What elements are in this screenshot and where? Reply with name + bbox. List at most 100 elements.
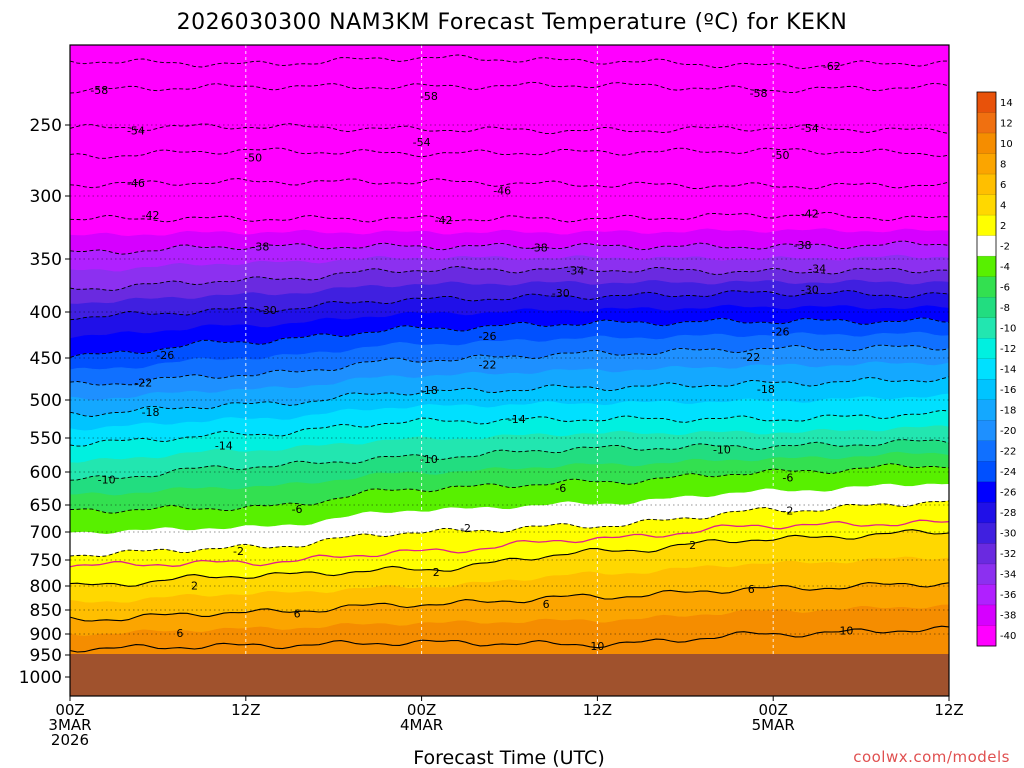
contour-label: 2 bbox=[689, 539, 696, 552]
contour-label: -50 bbox=[244, 152, 262, 165]
colorbar-label: 4 bbox=[1000, 200, 1006, 211]
y-tick-label: 550 bbox=[30, 429, 62, 449]
contour-label: -14 bbox=[215, 439, 233, 452]
colorbar-label: -20 bbox=[1000, 426, 1016, 437]
contour-label: -22 bbox=[742, 351, 760, 364]
isotherm-line bbox=[70, 519, 949, 568]
colorbar-label: -26 bbox=[1000, 488, 1016, 499]
contour-label: -62 bbox=[823, 60, 841, 73]
colorbar-cell bbox=[977, 522, 996, 544]
colorbar-cell bbox=[977, 563, 996, 585]
contour-label: -14 bbox=[508, 413, 526, 426]
y-tick-label: 350 bbox=[30, 250, 62, 270]
isotherm-line bbox=[70, 81, 949, 94]
colorbar-cell bbox=[977, 440, 996, 462]
x-tick-label: 00Z bbox=[55, 701, 84, 719]
contour-labels: -62-58 -58 -58-54-54-54-50 -50-46-46-42 -42-… bbox=[90, 60, 853, 653]
contour-label: 6 bbox=[176, 627, 183, 640]
contour-label: 2 bbox=[191, 579, 198, 592]
contour-label: -54 bbox=[413, 136, 431, 149]
x-tick-label: 00Z bbox=[407, 701, 436, 719]
colorbar-label: -32 bbox=[1000, 549, 1016, 560]
credit-text: coolwx.com/models bbox=[853, 748, 1010, 766]
contour-label: -6 bbox=[292, 503, 303, 516]
isotherm-line bbox=[70, 625, 949, 653]
isotherm-line bbox=[70, 54, 949, 70]
y-axis: 250 300 350 400 450 500 550 600 650 700 750 800 850 9… bbox=[19, 116, 70, 688]
colorbar-cell bbox=[977, 379, 996, 401]
colorbar-label: -6 bbox=[1000, 282, 1010, 293]
contour-label: -46 bbox=[493, 184, 511, 197]
contour-label: -58 bbox=[90, 84, 108, 97]
contour-label: -6 bbox=[555, 482, 566, 495]
colorbar-label: -28 bbox=[1000, 508, 1016, 519]
y-tick-label: 450 bbox=[30, 349, 62, 369]
isotherm-line bbox=[70, 529, 949, 587]
isotherm-line bbox=[70, 178, 949, 190]
colorbar-cell bbox=[977, 604, 996, 626]
colorbar-cell bbox=[977, 584, 996, 606]
y-tick-label: 300 bbox=[30, 187, 62, 207]
y-tick-label: 750 bbox=[30, 551, 62, 571]
isotherm-line bbox=[70, 317, 949, 358]
colorbar-label: -40 bbox=[1000, 631, 1016, 642]
plot-frame bbox=[69, 44, 950, 697]
isotherm-line bbox=[70, 290, 949, 321]
contour-label: 10 bbox=[590, 640, 604, 653]
colorbar-label: -16 bbox=[1000, 385, 1016, 396]
contour-label: -18 bbox=[142, 406, 160, 419]
contour-label: -50 bbox=[772, 149, 790, 162]
colorbar-cell bbox=[977, 481, 996, 503]
contour-label: -42 bbox=[801, 208, 819, 221]
contour-label: -22 bbox=[134, 376, 152, 389]
contour-label: -30 bbox=[552, 287, 570, 300]
isotherm-line bbox=[70, 439, 949, 481]
contour-label: -54 bbox=[801, 122, 819, 135]
colorbar-cell bbox=[977, 256, 996, 277]
colorbar-label: -12 bbox=[1000, 344, 1016, 355]
contour-label: 6 bbox=[294, 607, 301, 620]
temperature-bands bbox=[70, 45, 949, 696]
colorbar-label: -30 bbox=[1000, 529, 1016, 540]
y-tick-label: 600 bbox=[30, 463, 62, 483]
contour-label: -2 bbox=[782, 504, 793, 517]
contour-label: -46 bbox=[127, 177, 145, 190]
grid-lines bbox=[70, 45, 949, 696]
contour-label: -10 bbox=[420, 453, 438, 466]
contour-label: -30 bbox=[801, 284, 819, 297]
contour-label: -22 bbox=[479, 359, 497, 372]
isotherm-lines bbox=[70, 54, 949, 653]
colorbar: 14 12 10 8 6 4 2 -2 -4 -6 -8 -10 -12 -14 -16 -18 -20 -22 -… bbox=[976, 91, 1016, 647]
colorbar-label: -2 bbox=[1000, 241, 1010, 252]
isotherm-line bbox=[70, 147, 949, 159]
colorbar-cell bbox=[977, 420, 996, 442]
y-tick-label: 1000 bbox=[19, 668, 62, 688]
isotherm-line bbox=[70, 376, 949, 417]
colorbar-cell bbox=[977, 215, 996, 236]
x-tick-label: 5MAR bbox=[752, 716, 795, 734]
colorbar-frame bbox=[976, 91, 997, 647]
colorbar-cell bbox=[977, 317, 996, 339]
isotherm-line bbox=[70, 266, 949, 291]
colorbar-cell bbox=[977, 112, 996, 134]
contour-label: -10 bbox=[98, 473, 116, 486]
isotherm-line bbox=[70, 344, 949, 386]
colorbar-cell bbox=[977, 543, 996, 565]
y-tick-label: 500 bbox=[30, 391, 62, 411]
colorbar-label: -8 bbox=[1000, 303, 1010, 314]
colorbar-cell bbox=[977, 194, 996, 216]
contour-label: -6 bbox=[782, 471, 793, 484]
colorbar-cell bbox=[977, 358, 996, 380]
colorbar-cell bbox=[977, 399, 996, 421]
x-tick-label: 12Z bbox=[934, 701, 963, 719]
y-tick-label: 700 bbox=[30, 523, 62, 543]
contour-label: -18 bbox=[420, 384, 438, 397]
contour-label: 6 bbox=[748, 583, 755, 596]
contour-label: -34 bbox=[566, 265, 584, 278]
colorbar-cell bbox=[977, 235, 996, 257]
colorbar-label: -38 bbox=[1000, 611, 1016, 622]
y-tick-label: 250 bbox=[30, 116, 62, 136]
isotherm-line bbox=[70, 409, 949, 447]
isotherm-line bbox=[70, 463, 949, 514]
